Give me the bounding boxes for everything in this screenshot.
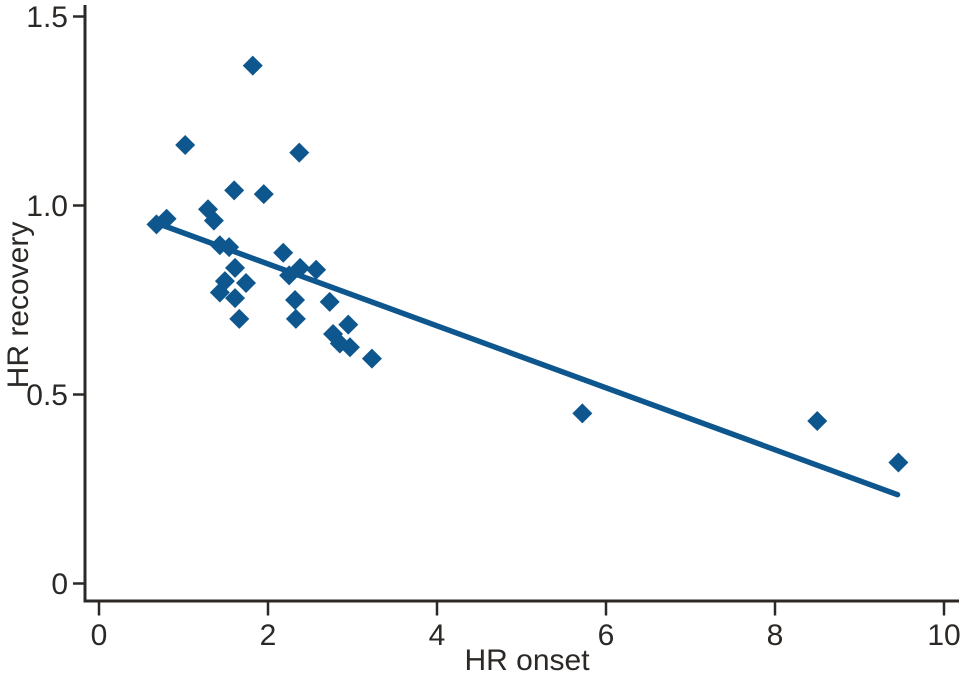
data-point <box>807 410 828 431</box>
data-point <box>338 314 359 335</box>
data-point <box>361 348 382 369</box>
data-point <box>306 259 327 280</box>
y-tick-label: 1.0 <box>26 190 68 223</box>
data-point <box>229 308 250 329</box>
data-point <box>319 291 340 312</box>
y-tick-label: 1.5 <box>26 1 68 34</box>
data-point <box>289 142 310 163</box>
trend-line-group <box>155 220 901 498</box>
data-point <box>273 242 294 263</box>
data-point <box>224 180 245 201</box>
data-point <box>214 271 235 292</box>
trend-line <box>155 220 901 498</box>
x-tick-label: 0 <box>91 619 108 652</box>
x-tick-label: 4 <box>429 619 446 652</box>
data-point <box>242 55 263 76</box>
data-point <box>285 290 306 310</box>
data-point <box>236 272 257 293</box>
data-point <box>253 184 274 205</box>
y-axis-label: HR recovery <box>2 222 35 389</box>
data-point <box>285 308 306 329</box>
x-tick-label: 2 <box>260 619 277 652</box>
x-tick-label: 6 <box>598 619 615 652</box>
y-tick-label: 0.5 <box>26 379 68 412</box>
data-point <box>888 452 909 473</box>
data-point <box>225 257 246 278</box>
data-point <box>339 337 360 358</box>
axes <box>83 5 959 603</box>
data-point <box>203 210 224 231</box>
data-point <box>225 288 246 309</box>
x-axis-ticks: 0 2 4 6 8 10 <box>91 601 961 652</box>
data-point <box>175 135 196 156</box>
y-axis-ticks: 0 0.5 1.0 1.5 <box>26 1 85 601</box>
x-axis-label: HR onset <box>464 644 590 677</box>
y-tick-label: 0 <box>51 568 68 601</box>
x-tick-label: 10 <box>927 619 960 652</box>
data-point <box>572 403 593 424</box>
x-tick-label: 8 <box>767 619 784 652</box>
